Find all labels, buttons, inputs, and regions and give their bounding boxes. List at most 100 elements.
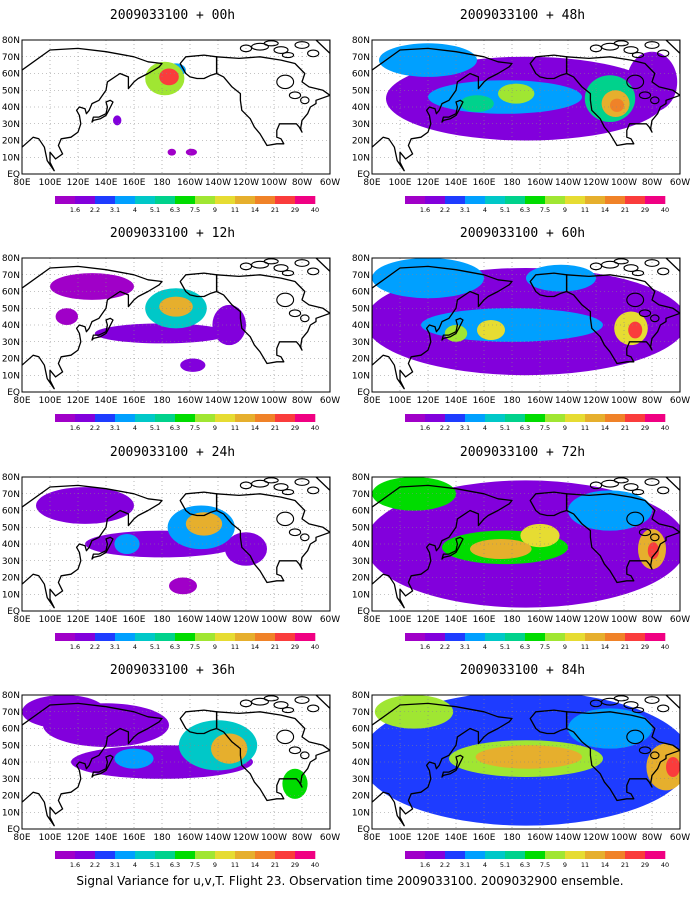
colorbar-label: 4 [133, 424, 137, 432]
x-tick-label: 160E [123, 178, 146, 188]
y-tick-label: 10N [352, 808, 370, 818]
x-tick-label: 160E [123, 396, 146, 406]
colorbar-swatch [565, 196, 585, 204]
colorbar-swatch [295, 851, 315, 859]
colorbar-label: 11 [581, 206, 589, 214]
y-tick-label: 50N [2, 304, 20, 314]
colorbar-label: 7.5 [190, 861, 200, 869]
colorbar-label: 29 [291, 643, 299, 651]
colorbar-swatch [425, 633, 445, 641]
colorbar-swatch [195, 633, 215, 641]
y-tick-label: 70N [352, 708, 370, 718]
colorbar-swatch [425, 851, 445, 859]
x-tick-label: 120E [67, 833, 90, 843]
x-tick-label: 80W [642, 833, 662, 843]
x-tick-label: 60W [670, 178, 690, 188]
y-tick-label: 50N [2, 523, 20, 533]
y-tick-label: 20N [2, 574, 20, 584]
x-tick-label: 140E [445, 833, 468, 843]
colorbar-label: 5.1 [500, 424, 510, 432]
variance-contour [476, 745, 582, 768]
x-tick-label: 180 [153, 396, 170, 406]
x-tick-label: 160E [473, 396, 496, 406]
colorbar-label: 14 [251, 206, 259, 214]
y-tick-label: 10N [2, 371, 20, 381]
colorbar-swatch [625, 414, 645, 422]
colorbar-swatch [75, 196, 95, 204]
y-tick-label: 10N [2, 808, 20, 818]
colorbar-swatch [405, 633, 425, 641]
colorbar-swatch [485, 633, 505, 641]
colorbar-swatch [135, 851, 155, 859]
y-tick-label: 30N [2, 338, 20, 348]
variance-contour [50, 273, 134, 300]
y-tick-label: 70N [2, 708, 20, 718]
variance-contour [375, 695, 453, 729]
x-tick-label: 80E [13, 178, 30, 188]
colorbar-swatch [525, 414, 545, 422]
y-tick-label: 40N [2, 540, 20, 550]
colorbar-swatch [215, 196, 235, 204]
colorbar-label: 9 [563, 643, 567, 651]
colorbar-label: 3.1 [110, 861, 120, 869]
x-tick-label: 140E [95, 396, 118, 406]
colorbar-label: 5.1 [150, 206, 160, 214]
x-tick-label: 60W [670, 615, 690, 625]
y-tick-label: 80N [352, 691, 370, 701]
colorbar-swatch [275, 851, 295, 859]
map-panel: 2009033100 + 60h EQ 10N 20N 30N 40N 50N 60N 70N 8… [350, 218, 695, 433]
x-tick-label: 100W [611, 396, 637, 406]
colorbar-label: 6.3 [520, 643, 530, 651]
y-tick-label: 50N [352, 523, 370, 533]
colorbar-swatch [465, 851, 485, 859]
colorbar-label: 21 [621, 643, 629, 651]
y-tick-label: 40N [2, 103, 20, 113]
colorbar-swatch [605, 196, 625, 204]
variance-contour [666, 757, 680, 777]
colorbar-swatch [565, 851, 585, 859]
map-panel: 2009033100 + 24h EQ 10N 20N 30N 40N 50N 60N 70N 8… [0, 437, 345, 652]
x-tick-label: 100W [261, 396, 287, 406]
variance-contour [628, 322, 642, 339]
map-panel: 2009033100 + 36h EQ 10N 20N 30N 40N 50N 60N 70N 8… [0, 655, 345, 870]
colorbar-label: 11 [581, 424, 589, 432]
x-tick-label: 160E [473, 178, 496, 188]
y-tick-label: 10N [352, 153, 370, 163]
y-tick-label: 10N [352, 590, 370, 600]
x-tick-label: 120W [583, 833, 609, 843]
x-tick-label: 140E [445, 178, 468, 188]
colorbar-label: 21 [271, 861, 279, 869]
x-tick-label: 180 [503, 178, 520, 188]
colorbar-swatch [525, 633, 545, 641]
y-tick-label: 60N [352, 507, 370, 517]
map-panel: 2009033100 + 48h EQ 10N 20N 30N 40N 50N 60N 70N 8… [350, 0, 695, 215]
colorbar-label: 2.2 [90, 861, 100, 869]
x-tick-label: 80E [363, 178, 380, 188]
y-tick-label: 10N [352, 371, 370, 381]
colorbar-swatch [445, 196, 465, 204]
x-tick-label: 140W [205, 396, 231, 406]
x-tick-label: 120W [583, 396, 609, 406]
y-tick-label: 20N [2, 792, 20, 802]
colorbar-label: 4 [483, 861, 487, 869]
colorbar-label: 3.1 [110, 424, 120, 432]
x-tick-label: 100W [611, 178, 637, 188]
colorbar-label: 6.3 [520, 206, 530, 214]
x-tick-label: 80W [292, 615, 312, 625]
colorbar-label: 9 [563, 861, 567, 869]
colorbar-label: 4 [483, 643, 487, 651]
y-tick-label: 80N [2, 254, 20, 264]
colorbar-label: 1.6 [420, 643, 430, 651]
y-tick-label: 50N [2, 86, 20, 96]
y-tick-label: 60N [2, 288, 20, 298]
colorbar-label: 29 [291, 424, 299, 432]
map-svg: EQ 10N 20N 30N 40N 50N 60N 70N 80N 80E 100E 120E 140… [350, 655, 695, 870]
x-tick-label: 100E [389, 396, 412, 406]
colorbar-swatch [75, 633, 95, 641]
x-tick-label: 100W [261, 615, 287, 625]
colorbar-label: 40 [661, 206, 669, 214]
colorbar-label: 7.5 [540, 424, 550, 432]
colorbar-swatch [525, 196, 545, 204]
variance-contour [186, 149, 197, 156]
x-tick-label: 180 [153, 178, 170, 188]
